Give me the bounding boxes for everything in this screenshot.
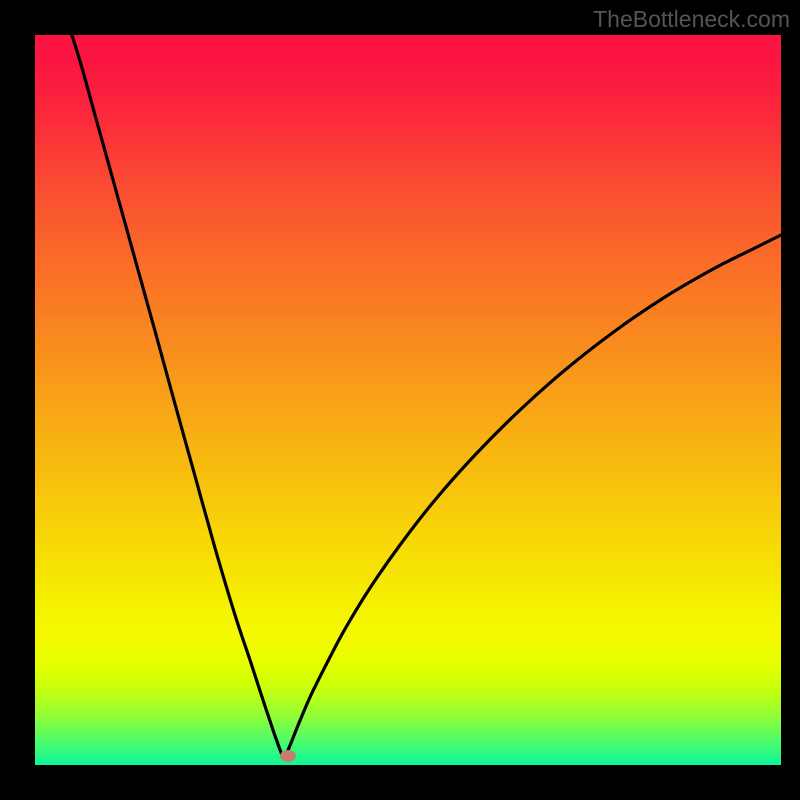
watermark-text: TheBottleneck.com: [593, 6, 790, 33]
v-curve: [67, 35, 781, 759]
minimum-marker: [280, 750, 296, 762]
plot-area: [35, 35, 781, 765]
curve-layer: [35, 35, 781, 765]
chart-canvas: TheBottleneck.com: [0, 0, 800, 800]
